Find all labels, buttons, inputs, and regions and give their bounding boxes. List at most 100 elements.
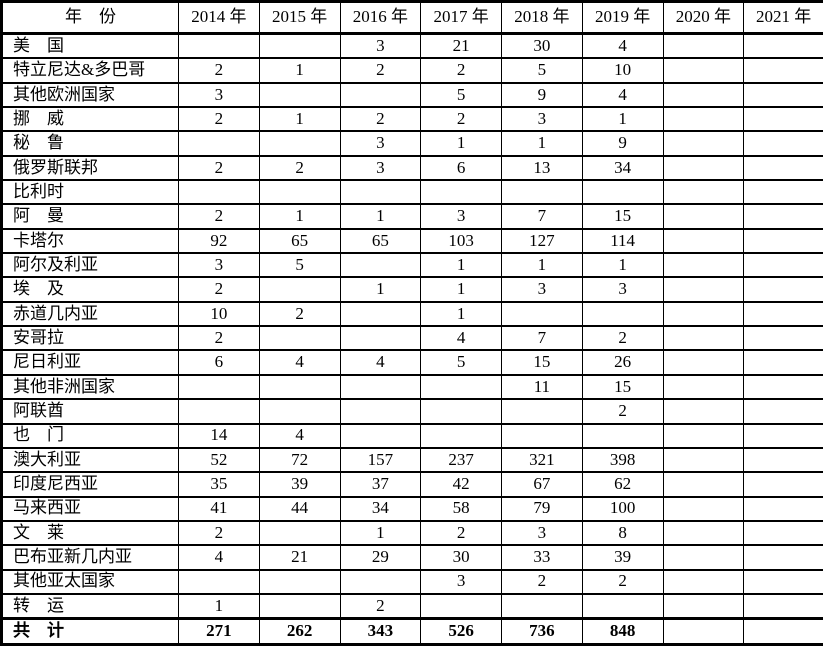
table-cell: 3 [581,276,664,303]
table-row: 美 国 3 21 30 4 [1,32,823,60]
column-header: 2021 年 [743,0,823,35]
table-cell: 9 [501,81,583,109]
table-cell [743,471,823,498]
table-cell: 321 [501,446,583,474]
table-cell: 3 [178,252,260,279]
table-row: 也 门 14 4 [1,422,823,449]
table-cell [420,373,502,401]
column-header: 2018 年 [501,0,583,35]
table-cell: 1 [420,300,502,328]
table-cell: 29 [339,544,422,571]
table-cell: 3 [339,32,422,60]
table-cell [178,179,260,206]
column-header: 2017 年 [420,0,502,35]
table-cell: 3 [501,276,583,303]
table-cell: 1 [581,252,664,279]
table-cell: 1 [339,276,422,303]
column-header: 2020 年 [662,0,745,35]
table-cell [258,179,341,206]
table-cell: 5 [420,349,502,376]
row-label: 共 计 [1,617,179,646]
table-cell: 6 [178,349,260,376]
row-label: 阿尔及利亚 [1,252,179,279]
table-cell [743,568,823,595]
table-row: 澳大利亚 52 72 157 237 321 398 [1,446,823,474]
table-cell [339,179,422,206]
table-cell: 21 [420,32,502,60]
table-cell [662,300,745,328]
row-label: 其他亚太国家 [1,568,179,595]
row-label: 澳大利亚 [1,446,179,474]
table-cell: 92 [178,227,260,255]
table-cell [662,446,745,474]
table-cell [743,203,823,230]
table-cell: 3 [501,519,583,547]
table-cell: 10 [178,300,260,328]
table-cell: 21 [258,544,341,571]
table-cell: 1 [258,203,341,230]
table-row: 马来西亚 41 44 34 58 79 100 [1,495,823,522]
row-label: 赤道几内亚 [1,300,179,328]
table-cell: 2 [178,57,260,84]
table-cell [339,300,422,328]
table-cell [662,495,745,522]
row-label: 文 莱 [1,519,179,547]
row-label: 安哥拉 [1,325,179,352]
table-cell: 114 [581,227,664,255]
table-cell: 2 [258,154,341,182]
table-cell [662,276,745,303]
table-cell [258,519,341,547]
table-cell: 44 [258,495,341,522]
table-cell: 8 [581,519,664,547]
table-cell: 1 [339,519,422,547]
table-cell [178,130,260,157]
table-cell: 14 [178,422,260,449]
row-label: 埃 及 [1,276,179,303]
table-cell [420,398,502,425]
table-cell [339,325,422,352]
table-cell [662,179,745,206]
table-cell [581,179,664,206]
table-cell: 2 [501,568,583,595]
table-cell: 271 [178,617,260,646]
table-cell: 262 [258,617,341,646]
table-cell [178,398,260,425]
table-cell [743,325,823,352]
table-cell: 41 [178,495,260,522]
table-cell: 2 [581,325,664,352]
table-cell: 33 [501,544,583,571]
table-cell: 2 [258,300,341,328]
table-row: 俄罗斯联邦 2 2 3 6 13 34 [1,154,823,182]
table-cell: 3 [339,130,422,157]
table-cell: 79 [501,495,583,522]
table-cell: 15 [501,349,583,376]
table-cell [178,373,260,401]
table-cell [743,252,823,279]
row-label: 转 运 [1,592,179,620]
table-row: 阿尔及利亚 3 5 1 1 1 [1,252,823,279]
table-cell [743,154,823,182]
table-cell: 39 [258,471,341,498]
table-cell [743,276,823,303]
table-cell: 526 [420,617,502,646]
table-cell: 2 [178,325,260,352]
table-cell [662,227,745,255]
table-cell: 3 [420,203,502,230]
row-label: 印度尼西亚 [1,471,179,498]
table-cell: 2 [339,57,422,84]
column-header: 2016 年 [339,0,422,35]
table-cell: 398 [581,446,664,474]
table-cell: 4 [258,422,341,449]
table-cell: 2 [178,519,260,547]
table-cell: 736 [501,617,583,646]
table-cell: 10 [581,57,664,84]
table-cell: 4 [420,325,502,352]
table-cell: 6 [420,154,502,182]
table-cell: 4 [178,544,260,571]
